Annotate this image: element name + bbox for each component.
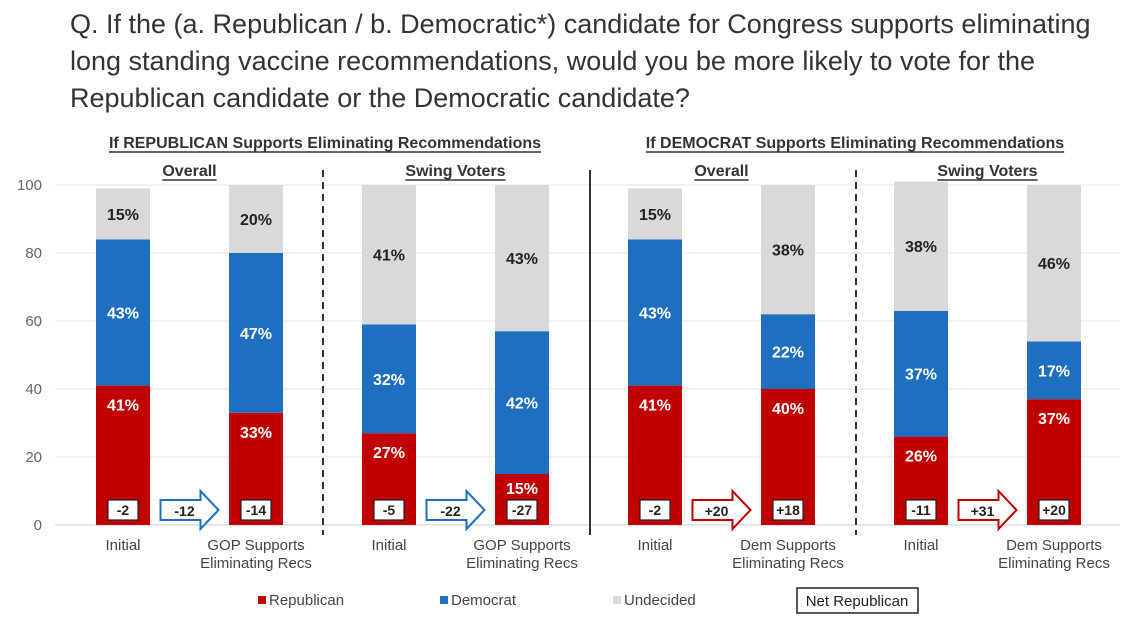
data-label-republican: 15% — [506, 481, 538, 498]
bar-segment-undecided — [761, 185, 815, 315]
net-republican-label: -2 — [117, 502, 130, 518]
x-category-label: GOP Supports — [473, 537, 570, 554]
bar-segment-undecided — [362, 185, 416, 325]
data-label-undecided: 43% — [506, 251, 538, 268]
shift-value-label: +31 — [971, 503, 995, 519]
data-label-republican: 27% — [373, 445, 405, 462]
bar-segment-undecided — [495, 185, 549, 332]
y-tick-label: 80 — [25, 245, 42, 262]
shift-arrow-icon — [691, 488, 752, 532]
y-tick-label: 0 — [34, 517, 42, 534]
bar-segment-democrat — [761, 314, 815, 389]
data-label-republican: 41% — [107, 398, 139, 415]
shift-value-label: -12 — [174, 503, 194, 519]
legend-label: Net Republican — [806, 593, 909, 610]
net-republican-label: -5 — [383, 502, 396, 518]
legend-label: Undecided — [624, 592, 696, 609]
legend-net-republican-box — [796, 587, 919, 614]
shift-arrow-icon — [159, 488, 220, 532]
x-category-label: GOP Supports — [207, 537, 304, 554]
data-label-democrat: 42% — [506, 396, 538, 413]
y-tick-label: 100 — [17, 177, 42, 194]
bar-segment-undecided — [96, 188, 150, 240]
y-tick-label: 60 — [25, 313, 42, 330]
x-category-label: Eliminating Recs — [200, 555, 312, 572]
data-label-democrat: 43% — [639, 306, 671, 323]
shift-value-label: +20 — [705, 503, 729, 519]
section-title: If DEMOCRAT Supports Eliminating Recomme… — [646, 135, 1064, 152]
net-republican-label: -14 — [246, 502, 266, 518]
legend-label: Republican — [269, 592, 344, 609]
net-republican-box — [639, 499, 671, 521]
x-category-label: Dem Supports — [1006, 537, 1102, 554]
legend-swatch-democrat — [440, 596, 448, 604]
shift-value-label: -22 — [440, 503, 460, 519]
data-label-undecided: 38% — [905, 239, 937, 256]
net-republican-box — [506, 499, 538, 521]
data-label-undecided: 15% — [107, 207, 139, 224]
question-title: Q. If the (a. Republican / b. Democratic… — [70, 9, 1091, 113]
net-republican-label: -11 — [911, 502, 931, 518]
net-republican-label: -2 — [649, 502, 662, 518]
x-category-label: Eliminating Recs — [998, 555, 1110, 572]
net-republican-box — [240, 499, 272, 521]
data-label-undecided: 46% — [1038, 256, 1070, 273]
net-republican-box — [1038, 499, 1070, 521]
x-category-label: Eliminating Recs — [732, 555, 844, 572]
bar-segment-undecided — [628, 188, 682, 240]
legend-label: Democrat — [451, 592, 517, 609]
y-tick-label: 20 — [25, 449, 42, 466]
net-republican-box — [905, 499, 937, 521]
bar-segment-democrat — [1027, 341, 1081, 400]
x-category-label: Dem Supports — [740, 537, 836, 554]
bar-segment-democrat — [229, 253, 283, 413]
data-label-republican: 33% — [240, 425, 272, 442]
x-category-label: Eliminating Recs — [466, 555, 578, 572]
data-label-republican: 41% — [639, 398, 671, 415]
panel-title: Swing Voters — [405, 163, 505, 180]
section-title: If REPUBLICAN Supports Eliminating Recom… — [109, 135, 541, 152]
net-republican-box — [772, 499, 804, 521]
data-label-democrat: 32% — [373, 372, 405, 389]
x-category-label: Initial — [371, 537, 406, 554]
x-category-label: Initial — [105, 537, 140, 554]
bar-segment-democrat — [628, 239, 682, 386]
data-label-democrat: 17% — [1038, 363, 1070, 380]
panel-title: Overall — [162, 163, 216, 180]
data-label-democrat: 47% — [240, 326, 272, 343]
data-label-republican: 40% — [772, 401, 804, 418]
x-category-label: Initial — [903, 537, 938, 554]
bar-segment-democrat — [96, 239, 150, 386]
data-label-undecided: 38% — [772, 243, 804, 260]
data-label-democrat: 43% — [107, 306, 139, 323]
data-label-republican: 37% — [1038, 411, 1070, 428]
bar-segment-undecided — [229, 185, 283, 253]
net-republican-box — [373, 499, 405, 521]
panel-title: Swing Voters — [937, 163, 1037, 180]
bar-segment-undecided — [1027, 185, 1081, 342]
net-republican-box — [107, 499, 139, 521]
legend-swatch-republican — [258, 596, 266, 604]
data-label-democrat: 22% — [772, 345, 804, 362]
bar-segment-democrat — [362, 324, 416, 434]
shift-arrow-icon — [957, 488, 1018, 532]
data-label-undecided: 20% — [240, 212, 272, 229]
net-republican-label: -27 — [512, 502, 532, 518]
y-tick-label: 40 — [25, 381, 42, 398]
shift-arrow-icon — [425, 488, 486, 532]
bar-segment-undecided — [894, 181, 948, 311]
panel-title: Overall — [694, 163, 748, 180]
net-republican-label: +18 — [776, 502, 800, 518]
data-label-republican: 26% — [905, 449, 937, 466]
bar-segment-democrat — [495, 331, 549, 474]
legend-swatch-undecided — [613, 596, 621, 604]
data-label-democrat: 37% — [905, 367, 937, 384]
net-republican-label: +20 — [1042, 502, 1066, 518]
data-label-undecided: 15% — [639, 207, 671, 224]
data-label-undecided: 41% — [373, 248, 405, 265]
x-category-label: Initial — [637, 537, 672, 554]
bar-segment-democrat — [894, 310, 948, 437]
